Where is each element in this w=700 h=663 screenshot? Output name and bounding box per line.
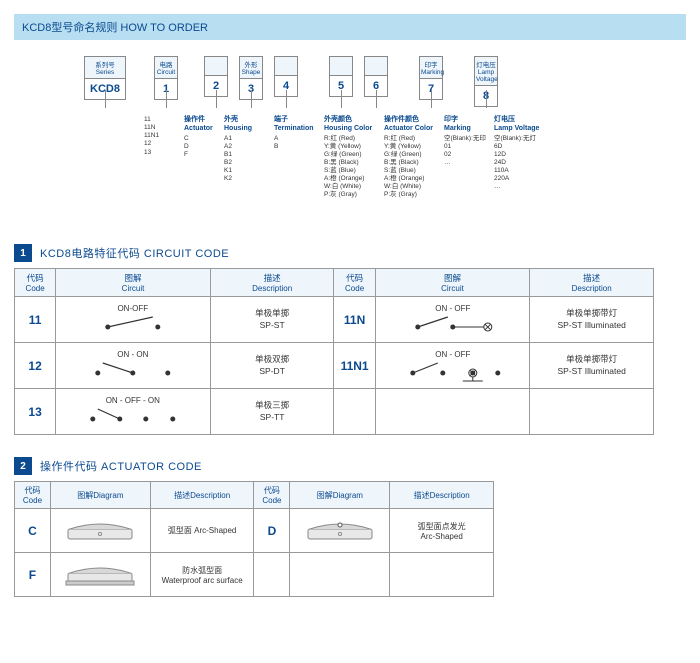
table-header: 图解Diagram <box>50 482 150 509</box>
table-header: 描述Description <box>530 269 654 297</box>
svg-text:ON-OFF: ON-OFF <box>118 304 149 313</box>
page-title: KCD8型号命名规则 HOW TO ORDER <box>14 14 686 40</box>
section-2-title: 操作件代码 ACTUATOR CODE <box>40 458 202 474</box>
svg-text:ON - ON: ON - ON <box>117 350 148 359</box>
order-desc: 1111N11N11213 <box>144 116 159 157</box>
table-header: 描述Description <box>390 482 494 509</box>
section-2-num: 2 <box>14 457 32 475</box>
table-header: 代码Code <box>15 482 51 509</box>
table-header: 代码Code <box>15 269 56 297</box>
table-header: 描述Description <box>150 482 254 509</box>
table-row: 12ON - ON单极双掷SP-DT11N1ON - OFF单极单掷带灯SP-S… <box>15 343 654 389</box>
table-header: 描述Description <box>210 269 334 297</box>
section-1-num: 1 <box>14 244 32 262</box>
table-header: 图解Circuit <box>56 269 211 297</box>
svg-text:ON - OFF: ON - OFF <box>435 304 470 313</box>
order-desc: 操作件ActuatorCDF <box>184 116 213 159</box>
order-desc: 外壳HousingA1A2B1B2K1K2 <box>224 116 252 183</box>
section-2-header: 2 操作件代码 ACTUATOR CODE <box>14 457 686 475</box>
order-desc: 印字Marking空(Blank):无印0102… <box>444 116 486 167</box>
svg-text:ON - OFF: ON - OFF <box>435 350 470 359</box>
table-row: F防水弧型面Waterproof arc surface <box>15 553 494 597</box>
order-desc: 灯电压Lamp Voltage空(Blank):无灯6D12D24D110A22… <box>494 116 539 191</box>
table-header: 代码Code <box>254 482 290 509</box>
order-desc: 操作件颜色Actuator ColorR:红 (Red)Y:黄 (Yellow)… <box>384 116 433 200</box>
table-row: C弧型面 Arc-ShapedD弧型面点发光Arc-Shaped <box>15 509 494 553</box>
table-header: 图解Diagram <box>290 482 390 509</box>
table-row: 11ON-OFF单极单掷SP-ST11NON - OFF单极单掷带灯SP-ST … <box>15 297 654 343</box>
circuit-code-table: 代码Code图解Circuit描述Description代码Code图解Circ… <box>14 268 654 435</box>
table-header: 图解Circuit <box>375 269 530 297</box>
order-desc: 端子TerminationAB <box>274 116 314 151</box>
section-1-title: KCD8电路特征代码 CIRCUIT CODE <box>40 245 229 261</box>
section-1-header: 1 KCD8电路特征代码 CIRCUIT CODE <box>14 244 686 262</box>
order-desc: 外壳颜色Housing ColorR:红 (Red)Y:黄 (Yellow)G:… <box>324 116 372 200</box>
table-header: 代码Code <box>334 269 375 297</box>
actuator-code-table: 代码Code图解Diagram描述Description代码Code图解Diag… <box>14 481 494 597</box>
ordering-diagram: 系列号SeriesKCD8电路Circuit1 2外形Shape3 4 5 6印… <box>84 56 686 216</box>
svg-text:ON - OFF - ON: ON - OFF - ON <box>106 396 160 405</box>
table-row: 13ON - OFF - ON单极三掷SP-TT <box>15 389 654 435</box>
